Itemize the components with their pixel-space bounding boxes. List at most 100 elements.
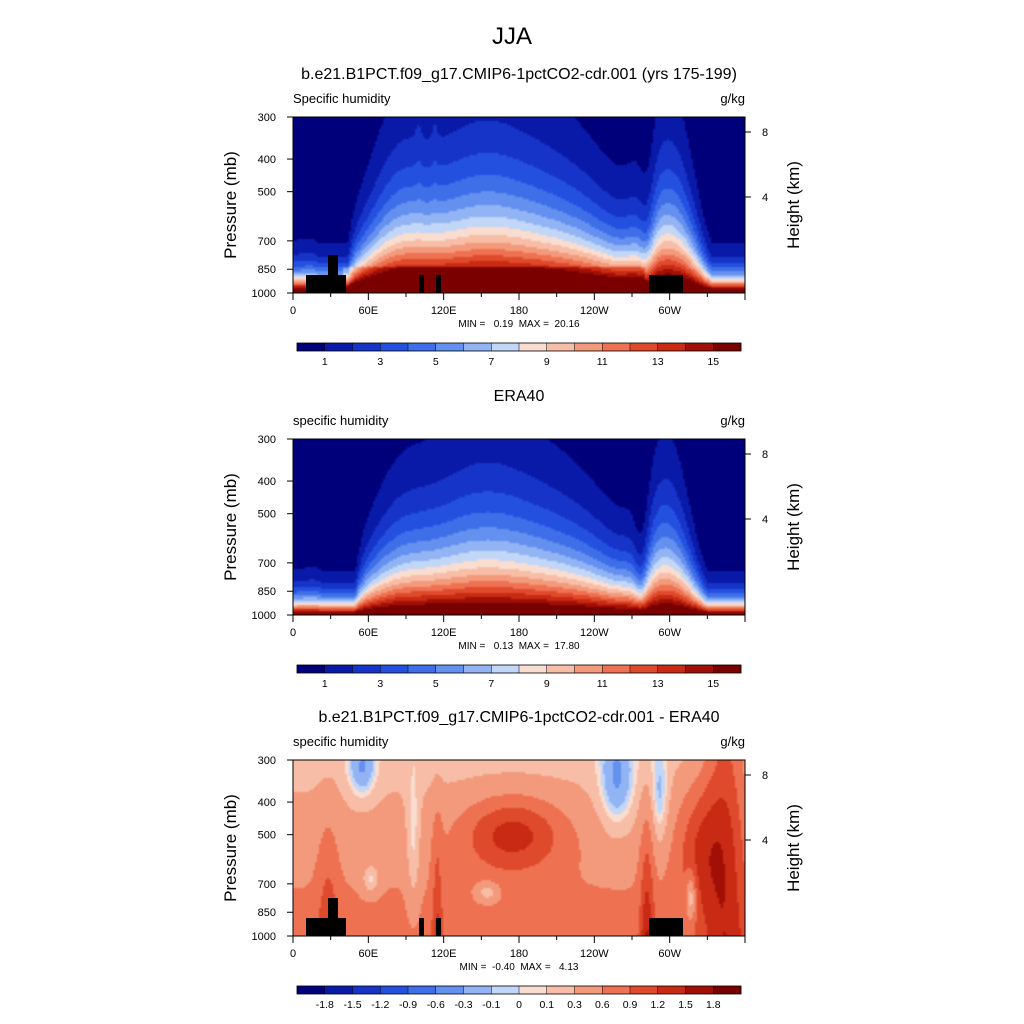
colorbar-label: -1.5 bbox=[343, 999, 361, 1011]
units-label: g/kg bbox=[720, 413, 745, 428]
colorbar-label: -0.6 bbox=[427, 999, 445, 1011]
min-max-stats: MIN = 0.13 MAX = 17.80 bbox=[458, 641, 580, 652]
x-tick-label: 0 bbox=[290, 305, 296, 317]
topography-mask bbox=[306, 275, 346, 293]
colorbar-bin bbox=[574, 665, 603, 673]
y2-axis-title: Height (km) bbox=[784, 804, 803, 892]
min-max-stats: MIN = 0.19 MAX = 20.16 bbox=[458, 319, 580, 330]
colorbar-label: 1 bbox=[322, 356, 328, 368]
x-tick-label: 60E bbox=[359, 948, 379, 960]
y-tick-label: 300 bbox=[258, 755, 276, 767]
y2-axis-title: Height (km) bbox=[784, 161, 803, 249]
y2-tick-label: 4 bbox=[762, 192, 768, 204]
figure-title: JJA bbox=[492, 23, 532, 50]
colorbar-bin bbox=[546, 343, 575, 351]
y-axis-title: Pressure (mb) bbox=[221, 794, 240, 902]
colorbar-bin bbox=[297, 343, 326, 351]
colorbar-bin bbox=[352, 343, 381, 351]
variable-label: specific humidity bbox=[293, 734, 389, 749]
y-tick-label: 1000 bbox=[252, 288, 276, 300]
colorbar-bin bbox=[463, 665, 492, 673]
variable-label: specific humidity bbox=[293, 413, 389, 428]
colorbar-bin bbox=[685, 343, 714, 351]
colorbar-label: 5 bbox=[433, 678, 439, 690]
colorbar-bin bbox=[546, 665, 575, 673]
colorbar-bin bbox=[685, 986, 714, 994]
y-tick-label: 400 bbox=[258, 476, 276, 488]
colorbar-bin bbox=[380, 665, 409, 673]
colorbar-bin bbox=[463, 986, 492, 994]
colorbar-label: -1.2 bbox=[371, 999, 389, 1011]
colorbar-bin bbox=[602, 665, 631, 673]
colorbar-bin bbox=[630, 986, 659, 994]
colorbar-label: 1.8 bbox=[706, 999, 721, 1011]
colorbar-bin bbox=[380, 343, 409, 351]
variable-label: Specific humidity bbox=[293, 91, 391, 106]
topography-mask bbox=[649, 275, 683, 293]
x-tick-label: 60E bbox=[359, 627, 379, 639]
colorbar-label: -1.8 bbox=[316, 999, 334, 1011]
y-tick-label: 1000 bbox=[252, 931, 276, 943]
colorbar-bin bbox=[519, 343, 548, 351]
topography-mask bbox=[306, 918, 346, 936]
colorbar-bin bbox=[297, 986, 326, 994]
colorbar-bin bbox=[574, 986, 603, 994]
topography-mask bbox=[419, 275, 424, 293]
colorbar-bin bbox=[630, 343, 659, 351]
panel-title: b.e21.B1PCT.f09_g17.CMIP6-1pctCO2-cdr.00… bbox=[301, 66, 737, 83]
colorbar-label: 11 bbox=[597, 356, 608, 368]
y2-tick-label: 8 bbox=[762, 449, 768, 461]
topography-mask bbox=[328, 255, 338, 275]
y2-axis-title: Height (km) bbox=[784, 483, 803, 571]
x-tick-label: 120E bbox=[431, 305, 457, 317]
colorbar-bin bbox=[657, 986, 686, 994]
y-tick-label: 400 bbox=[258, 154, 276, 166]
colorbar-label: -0.1 bbox=[482, 999, 500, 1011]
colorbar-bin bbox=[685, 665, 714, 673]
topography-mask bbox=[436, 918, 441, 936]
y-axis-title: Pressure (mb) bbox=[221, 151, 240, 259]
x-tick-label: 60E bbox=[359, 305, 379, 317]
colorbar-label: 0.9 bbox=[623, 999, 638, 1011]
x-tick-label: 120W bbox=[580, 948, 609, 960]
y-axis-title: Pressure (mb) bbox=[221, 473, 240, 581]
y-tick-label: 500 bbox=[258, 830, 276, 842]
x-tick-label: 0 bbox=[290, 627, 296, 639]
colorbar-label: 3 bbox=[377, 356, 383, 368]
x-tick-label: 60W bbox=[658, 305, 681, 317]
colorbar-label: 3 bbox=[377, 678, 383, 690]
y-tick-label: 700 bbox=[258, 879, 276, 891]
colorbar-label: 7 bbox=[488, 356, 494, 368]
colorbar-bin bbox=[352, 986, 381, 994]
colorbar-bin bbox=[324, 986, 353, 994]
panel-1: b.e21.B1PCT.f09_g17.CMIP6-1pctCO2-cdr.00… bbox=[221, 66, 803, 368]
colorbar-bin bbox=[713, 665, 742, 673]
topography-mask bbox=[328, 898, 338, 918]
y2-tick-label: 4 bbox=[762, 835, 768, 847]
colorbar-bin bbox=[546, 986, 575, 994]
y-tick-label: 400 bbox=[258, 797, 276, 809]
colorbar-bin bbox=[435, 665, 464, 673]
colorbar-label: 0.1 bbox=[539, 999, 554, 1011]
colorbar-bin bbox=[491, 986, 520, 994]
colorbar-bin bbox=[435, 986, 464, 994]
colorbar-label: 1 bbox=[322, 678, 328, 690]
colorbar-label: 0 bbox=[516, 999, 522, 1011]
colorbar-bin bbox=[324, 665, 353, 673]
colorbar-bin bbox=[435, 343, 464, 351]
min-max-stats: MIN = -0.40 MAX = 4.13 bbox=[460, 962, 579, 973]
heatmap-field bbox=[293, 439, 745, 615]
colorbar-bin bbox=[519, 665, 548, 673]
colorbar-label: 15 bbox=[707, 356, 719, 368]
y-tick-label: 500 bbox=[258, 509, 276, 521]
colorbar-label: 9 bbox=[544, 678, 550, 690]
x-tick-label: 120W bbox=[580, 627, 609, 639]
colorbar-label: 13 bbox=[652, 356, 664, 368]
colorbar-bin bbox=[574, 343, 603, 351]
y-tick-label: 700 bbox=[258, 558, 276, 570]
colorbar-bin bbox=[657, 665, 686, 673]
colorbar-bin bbox=[657, 343, 686, 351]
x-tick-label: 60W bbox=[658, 627, 681, 639]
colorbar-label: 11 bbox=[597, 678, 608, 690]
x-tick-label: 180 bbox=[510, 305, 528, 317]
